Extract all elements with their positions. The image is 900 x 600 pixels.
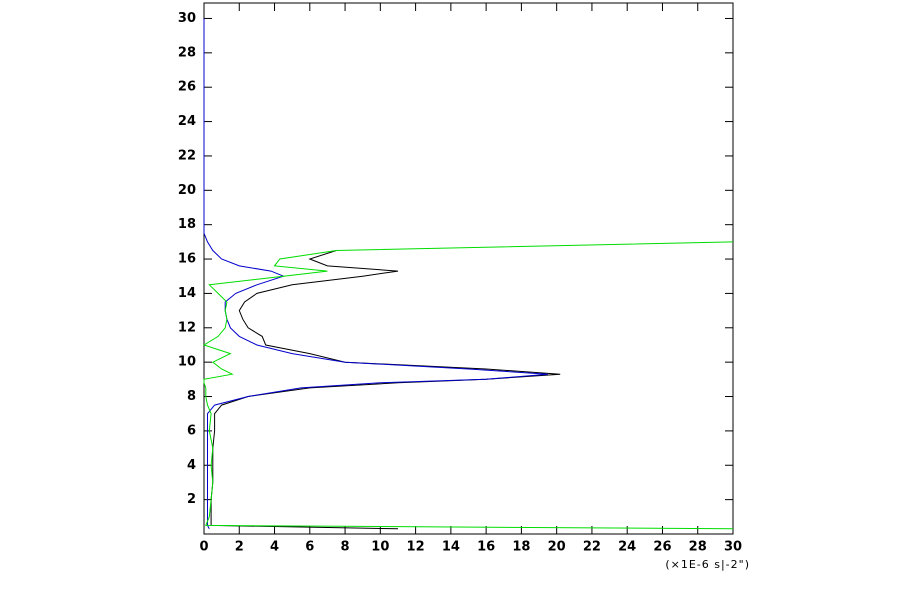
y-tick-label: 4 [187,458,196,473]
x-tick-label: 6 [305,540,314,555]
y-tick-label: 14 [178,286,196,301]
x-tick-label: 22 [583,540,601,555]
y-tick-label: 24 [178,114,196,129]
y-tick-label: 2 [187,492,196,507]
x-tick-label: 4 [270,540,279,555]
x-tick-label: 26 [653,540,671,555]
plot-frame [203,2,734,535]
x-tick-label: 18 [512,540,530,555]
x-axis-unit: (×1E-6 s|-2") [665,558,750,571]
y-tick-label: 26 [178,80,196,95]
y-tick-label: 20 [178,183,196,198]
x-tick-label: 20 [548,540,566,555]
x-tick-label: 12 [407,540,425,555]
x-tick-label: 14 [442,540,460,555]
x-tick-label: 2 [235,540,244,555]
y-tick-label: 18 [178,217,196,232]
y-tick-label: 12 [178,320,196,335]
x-tick-label: 28 [689,540,707,555]
x-tick-label: 24 [618,540,636,555]
y-tick-label: 30 [178,11,196,26]
x-tick-label: 10 [371,540,389,555]
y-tick-label: 22 [178,148,196,163]
x-tick-label: 30 [724,540,742,555]
y-tick-label: 16 [178,252,196,267]
profile-line [203,18,548,530]
profile-line [202,241,734,530]
x-tick-label: 8 [341,540,350,555]
y-tick-label: 10 [178,355,196,370]
profile-line [210,250,561,530]
y-tick-label: 28 [178,45,196,60]
x-tick-label: 16 [477,540,495,555]
y-tick-label: 8 [187,389,196,404]
x-tick-label: 0 [199,540,208,555]
y-tick-label: 6 [187,423,196,438]
